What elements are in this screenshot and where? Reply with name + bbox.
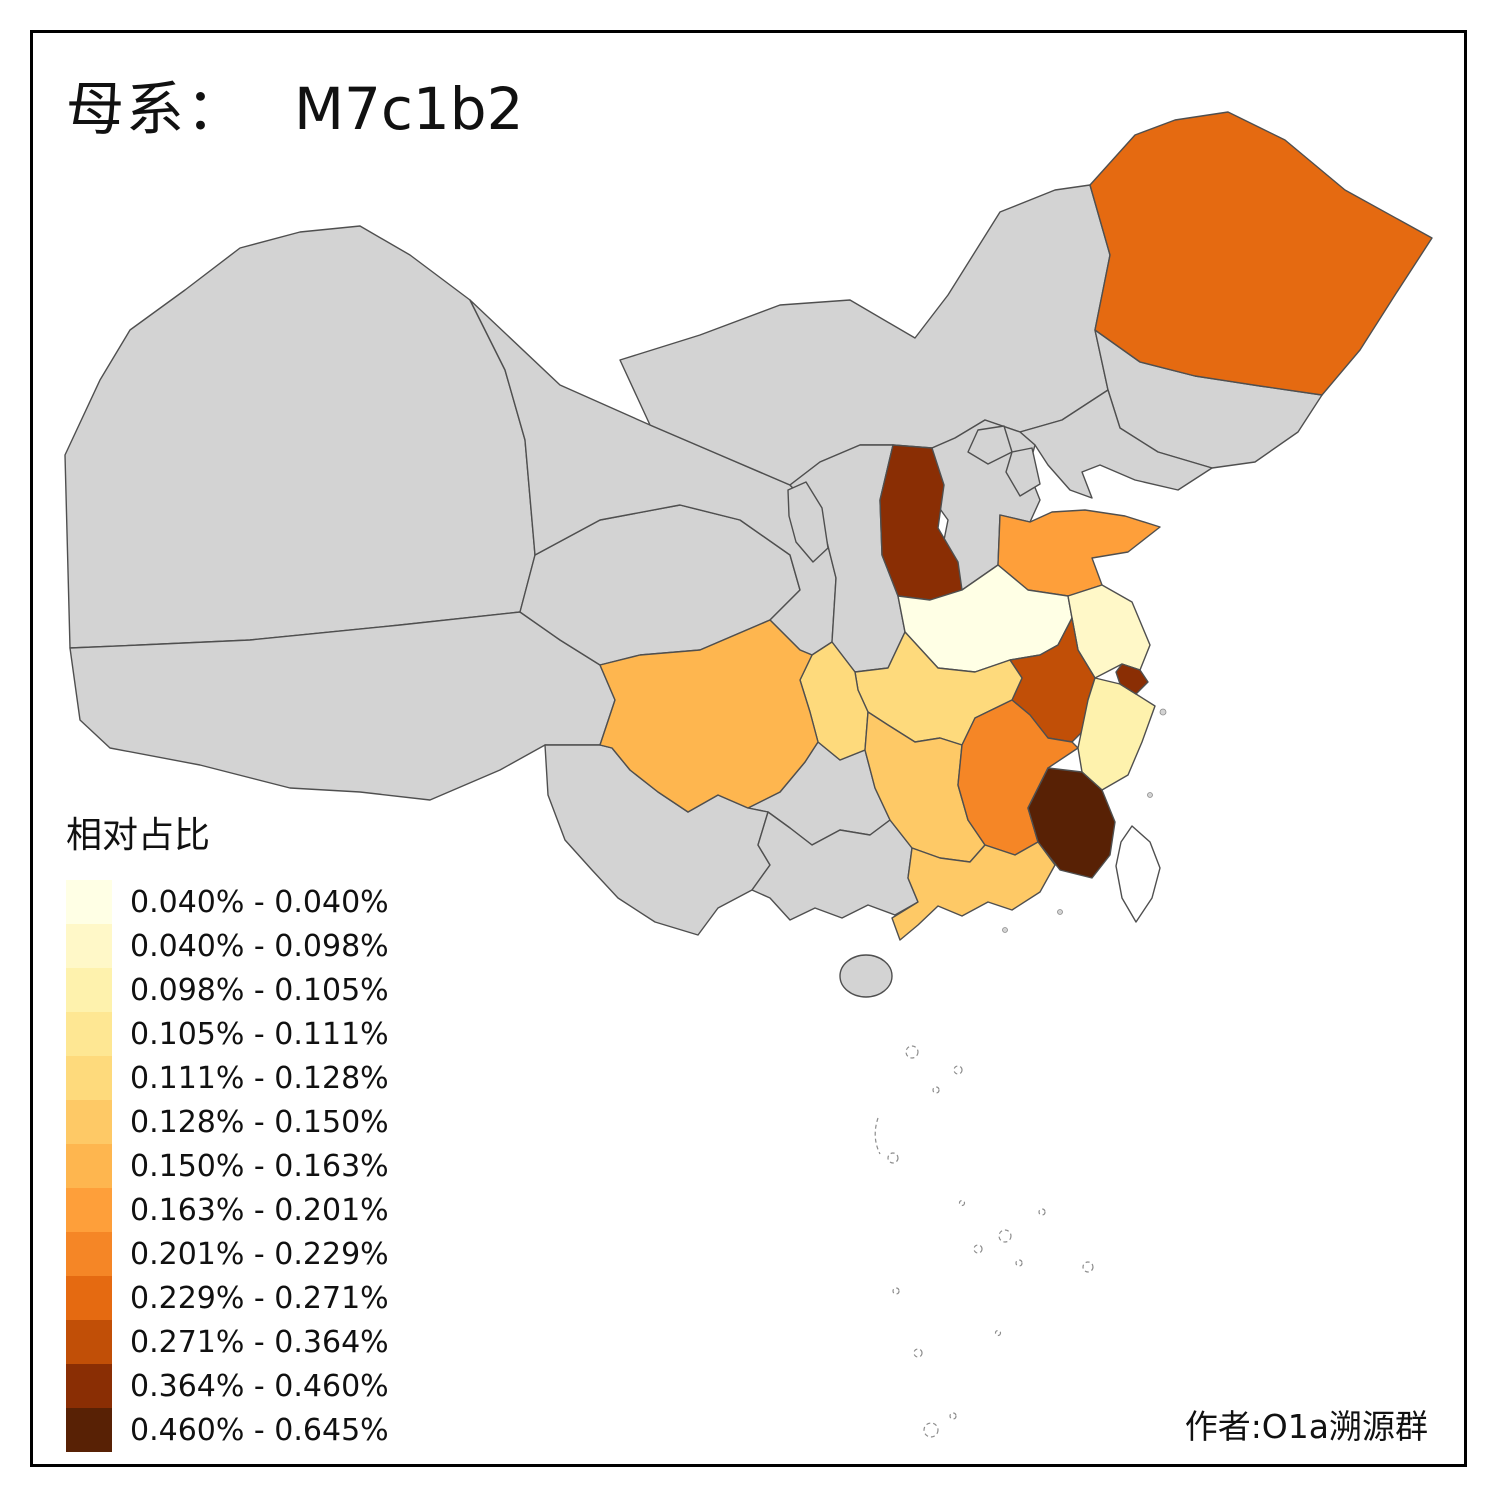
province-shandong xyxy=(997,509,1161,597)
province-fujian xyxy=(1027,767,1116,879)
sea-islet xyxy=(949,1412,957,1420)
sea-islet xyxy=(887,1152,899,1164)
province-ningxia xyxy=(787,481,829,563)
islet-east-coast xyxy=(1147,792,1153,798)
legend-row: 0.364% - 0.460% xyxy=(66,1364,389,1408)
legend-label: 0.098% - 0.105% xyxy=(130,972,389,1008)
legend-row: 0.128% - 0.150% xyxy=(66,1100,389,1144)
province-taiwan xyxy=(1115,825,1161,923)
legend-row: 0.040% - 0.098% xyxy=(66,924,389,968)
legend-row: 0.098% - 0.105% xyxy=(66,968,389,1012)
legend-swatch xyxy=(66,924,112,968)
sea-islet xyxy=(874,1117,881,1155)
legend-row: 0.460% - 0.645% xyxy=(66,1408,389,1452)
legend-swatch xyxy=(66,1408,112,1452)
legend-row: 0.111% - 0.128% xyxy=(66,1056,389,1100)
sea-islet xyxy=(1015,1259,1023,1267)
legend-label: 0.111% - 0.128% xyxy=(130,1060,389,1096)
sea-islet xyxy=(973,1244,983,1254)
legend-row: 0.163% - 0.201% xyxy=(66,1188,389,1232)
province-sichuan xyxy=(599,619,819,813)
province-xinjiang xyxy=(64,225,536,649)
legend-label: 0.040% - 0.040% xyxy=(130,884,389,920)
legend-swatch xyxy=(66,1232,112,1276)
legend-swatch xyxy=(66,1188,112,1232)
sea-islet xyxy=(1038,1208,1046,1216)
province-tianjin xyxy=(1005,447,1041,497)
legend-swatch xyxy=(66,1056,112,1100)
legend-swatch xyxy=(66,1100,112,1144)
legend-row: 0.271% - 0.364% xyxy=(66,1320,389,1364)
legend-items: 0.040% - 0.040% 0.040% - 0.098% 0.098% -… xyxy=(66,880,389,1452)
sea-islet xyxy=(913,1348,923,1358)
legend-swatch xyxy=(66,1364,112,1408)
legend-row: 0.105% - 0.111% xyxy=(66,1012,389,1056)
title-haplogroup: M7c1b2 xyxy=(294,75,524,143)
islet-pearl-delta xyxy=(1002,927,1008,933)
province-hainan xyxy=(839,954,893,998)
legend-swatch xyxy=(66,1144,112,1188)
legend-swatch xyxy=(66,880,112,924)
sea-islet xyxy=(1082,1261,1094,1273)
legend-label: 0.150% - 0.163% xyxy=(130,1148,389,1184)
legend-label: 0.364% - 0.460% xyxy=(130,1368,389,1404)
province-beijing xyxy=(967,425,1013,465)
south-china-sea-islets xyxy=(874,1045,1094,1438)
coastal-islets xyxy=(1002,708,1167,933)
sea-islet xyxy=(892,1287,900,1295)
sea-islet xyxy=(998,1229,1012,1243)
legend-label: 0.163% - 0.201% xyxy=(130,1192,389,1228)
author-credit: 作者:O1a溯源群 xyxy=(1184,1407,1428,1446)
sea-islet xyxy=(958,1199,966,1207)
legend-title: 相对占比 xyxy=(66,815,211,856)
legend-swatch xyxy=(66,1276,112,1320)
islet-south-coast xyxy=(1057,909,1063,915)
legend-label: 0.128% - 0.150% xyxy=(130,1104,389,1140)
legend-label: 0.271% - 0.364% xyxy=(130,1324,389,1360)
legend-row: 0.201% - 0.229% xyxy=(66,1232,389,1276)
sea-islet xyxy=(905,1045,919,1059)
legend-swatch xyxy=(66,1012,112,1056)
sea-islet xyxy=(953,1065,963,1075)
province-guangdong xyxy=(891,841,1056,941)
legend-row: 0.229% - 0.271% xyxy=(66,1276,389,1320)
legend-label: 0.105% - 0.111% xyxy=(130,1016,389,1052)
legend: 相对占比 0.040% - 0.040% 0.040% - 0.098% 0.0… xyxy=(66,806,389,1452)
province-shanghai xyxy=(1115,663,1149,695)
title-prefix: 母系： xyxy=(66,75,247,143)
sea-islet xyxy=(932,1086,940,1094)
legend-label: 0.229% - 0.271% xyxy=(130,1280,389,1316)
legend-label: 0.201% - 0.229% xyxy=(130,1236,389,1272)
legend-row: 0.040% - 0.040% xyxy=(66,880,389,924)
legend-swatch xyxy=(66,1320,112,1364)
province-zhejiang xyxy=(1077,677,1156,791)
china-provinces xyxy=(64,111,1433,998)
sea-islet xyxy=(994,1329,1002,1337)
legend-row: 0.150% - 0.163% xyxy=(66,1144,389,1188)
legend-label: 0.460% - 0.645% xyxy=(130,1412,389,1448)
legend-label: 0.040% - 0.098% xyxy=(130,928,389,964)
province-heilongjiang xyxy=(1089,111,1433,396)
map-title: 母系： M7c1b2 xyxy=(66,62,523,146)
province-liaoning xyxy=(1019,389,1213,499)
legend-swatch xyxy=(66,968,112,1012)
province-guangxi xyxy=(751,811,919,921)
islet-zhoushan xyxy=(1159,708,1167,716)
sea-islet xyxy=(923,1422,939,1438)
